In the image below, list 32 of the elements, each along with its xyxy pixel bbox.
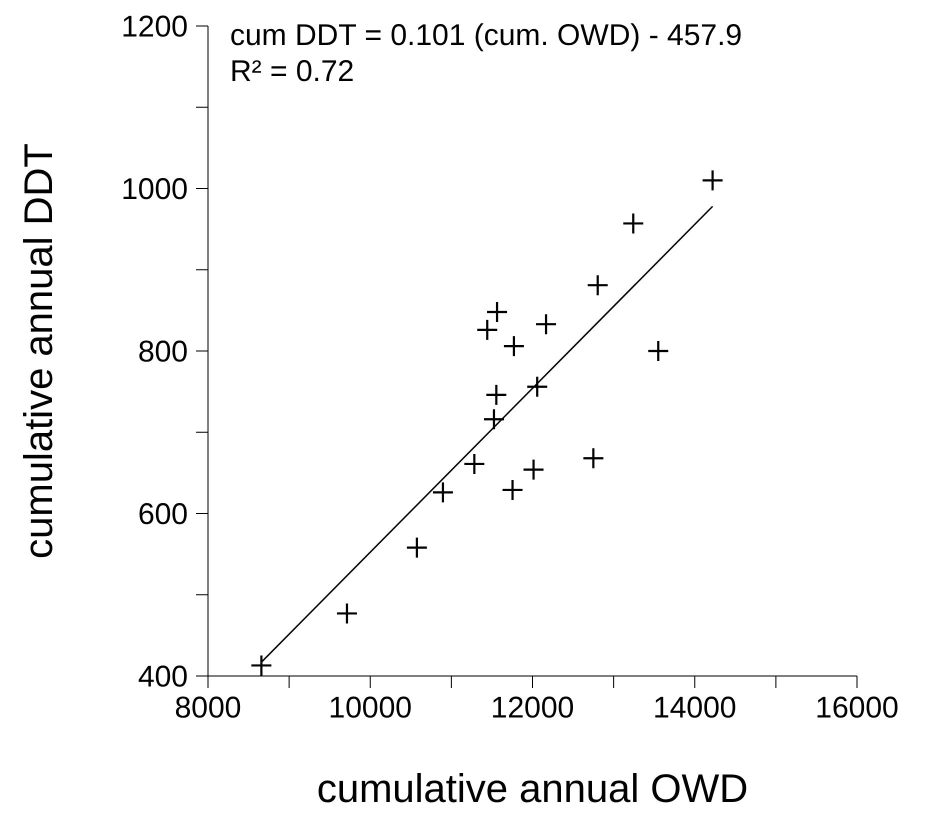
y-tick-label: 600 — [138, 498, 188, 532]
point — [622, 212, 644, 235]
point — [522, 458, 545, 481]
y-axis-title: cumulative annual DDT — [17, 143, 62, 559]
point — [486, 300, 508, 324]
x-tick-label: 12000 — [490, 691, 574, 724]
x-tick-label: 10000 — [328, 691, 412, 724]
point — [406, 536, 428, 559]
y-tick-label: 400 — [138, 660, 188, 694]
y-tick-label: 1000 — [121, 173, 188, 206]
y-tick-label: 1200 — [121, 10, 188, 44]
point — [502, 335, 526, 358]
equation-note: cum DDT = 0.101 (cum. OWD) - 457.9 R² = 0.72 — [230, 18, 742, 90]
point — [336, 602, 358, 625]
x-axis-title: cumulative annual OWD — [316, 767, 748, 811]
point — [482, 408, 506, 430]
point — [702, 169, 724, 192]
point — [463, 452, 486, 476]
y-tick-label: 800 — [138, 336, 188, 369]
point — [582, 447, 604, 470]
point — [485, 384, 508, 406]
point — [647, 340, 670, 362]
point — [534, 313, 558, 336]
point — [586, 274, 609, 296]
x-tick-label: 14000 — [653, 691, 736, 724]
point — [432, 481, 454, 504]
point — [250, 654, 272, 676]
x-tick-label: 8000 — [174, 691, 242, 724]
point — [526, 376, 548, 398]
point — [501, 478, 524, 502]
x-tick-label: 16000 — [815, 691, 899, 724]
point — [476, 318, 498, 341]
